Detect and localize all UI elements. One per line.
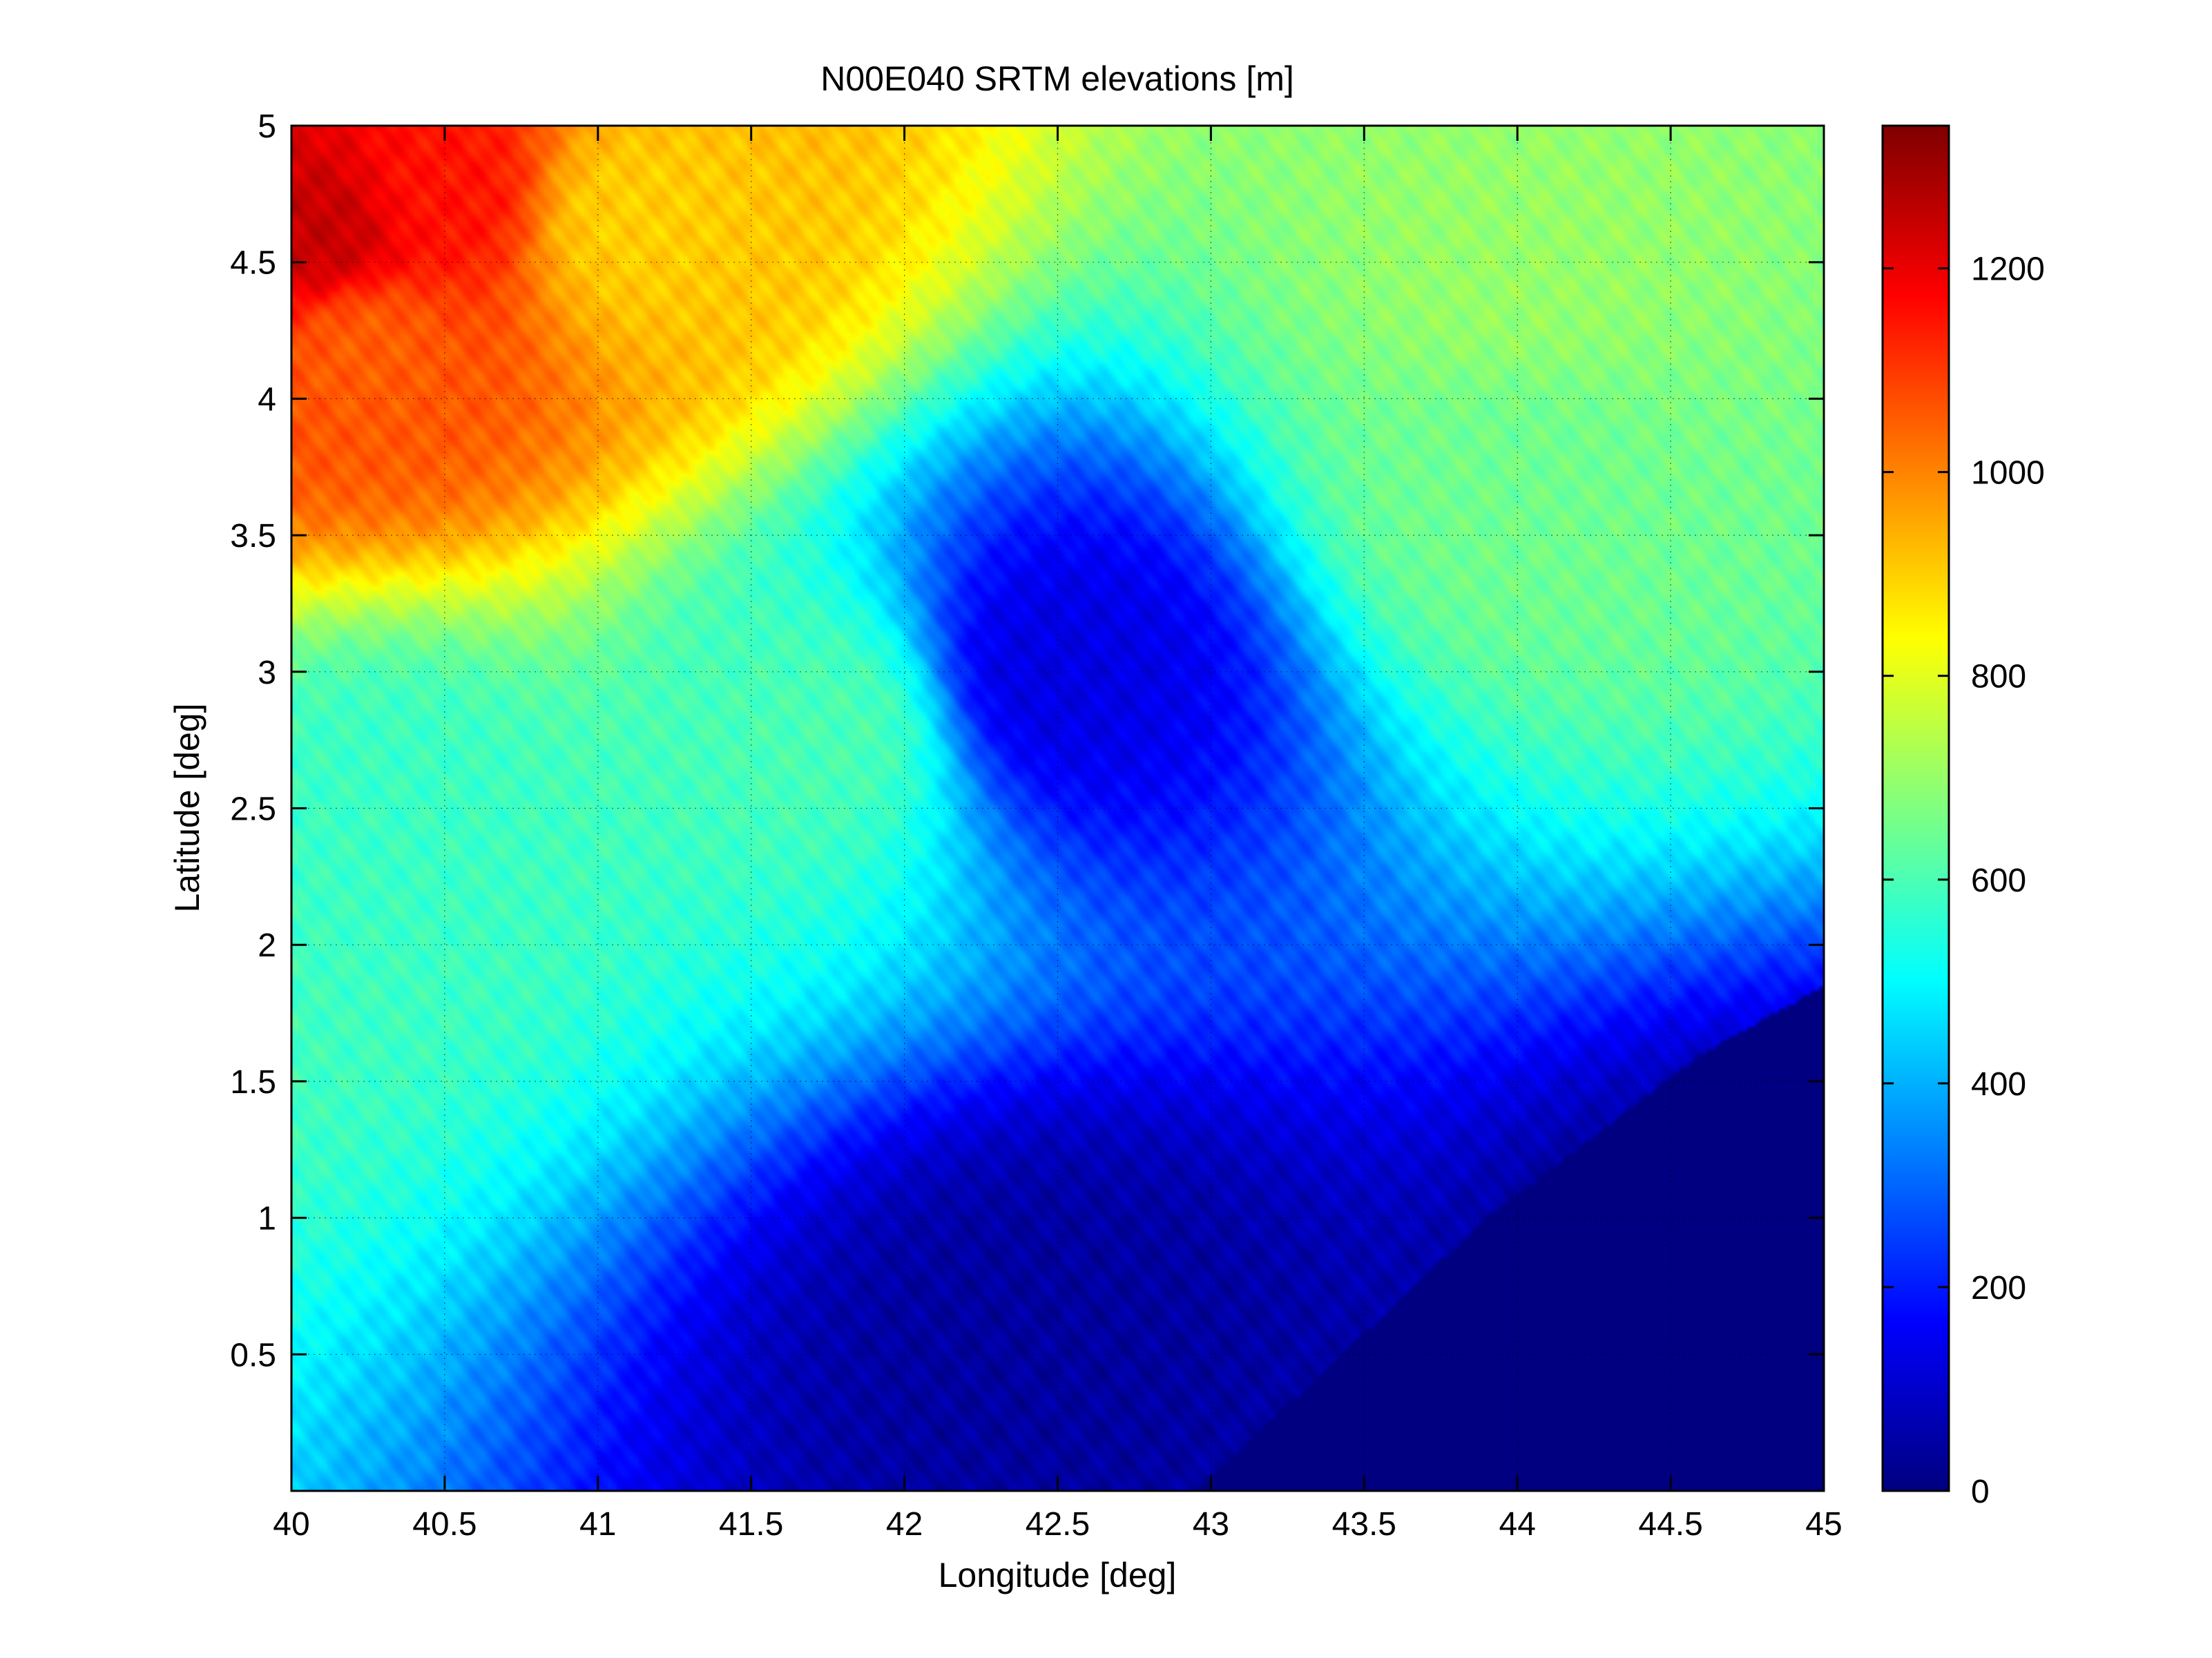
x-axis-label: Longitude [deg]: [939, 1556, 1177, 1594]
y-tick-label: 3: [258, 655, 276, 691]
colorbar-tick-label: 600: [1971, 862, 2026, 899]
colorbar-tick-label: 800: [1971, 659, 2026, 695]
y-tick-label: 4: [258, 381, 276, 418]
x-tick-label: 42: [886, 1506, 923, 1543]
x-tick-label: 44.5: [1638, 1506, 1702, 1543]
y-tick-label: 3.5: [230, 518, 276, 555]
colorbar-tick-label: 1200: [1971, 251, 2045, 288]
y-tick-label: 0.5: [230, 1337, 276, 1373]
x-tick-label: 40: [273, 1506, 309, 1543]
colorbar-tick-label: 0: [1971, 1474, 1990, 1510]
y-axis-ticks: 0.5 1 1.5 2 2.5 3 3.5 4 4.5 5: [230, 108, 1824, 1373]
x-tick-label: 42.5: [1026, 1506, 1090, 1543]
colorbar-gradient: [1883, 126, 1949, 1491]
x-tick-label: 43: [1193, 1506, 1229, 1543]
colorbar-tick-label: 200: [1971, 1270, 2026, 1307]
x-tick-label: 44: [1499, 1506, 1536, 1543]
chart-title: N00E040 SRTM elevations [m]: [820, 59, 1294, 98]
x-tick-label: 41: [579, 1506, 616, 1543]
colorbar-frame: [1881, 124, 1950, 1492]
y-tick-label: 5: [258, 108, 276, 145]
y-tick-label: 4.5: [230, 245, 276, 282]
x-axis-ticks: 40 40.5 41 41.5 42 42.5 43 43.5 44 44.5 45: [273, 126, 1843, 1543]
grid-lines: [291, 126, 1824, 1491]
colorbar-tick-label: 400: [1971, 1066, 2026, 1103]
y-tick-label: 1: [258, 1201, 276, 1237]
y-tick-label: 2: [258, 927, 276, 964]
plot-area: 40 40.5 41 41.5 42 42.5 43 43.5 44 44.5 45 0.511.5…: [230, 108, 1842, 1543]
x-tick-label: 45: [1805, 1506, 1842, 1543]
x-tick-label: 41.5: [719, 1506, 783, 1543]
colorbar-tick-label: 1000: [1971, 455, 2045, 492]
x-tick-label: 43.5: [1332, 1506, 1396, 1543]
y-axis-label: Latitude [deg]: [168, 703, 206, 912]
colorbar-ticks: 0 200 400 600 800 1000 1200: [1883, 251, 2045, 1510]
y-tick-label: 1.5: [230, 1064, 276, 1101]
y-tick-label: 2.5: [230, 791, 276, 828]
colorbar: 0 200 400 600 800 1000 1200: [1881, 124, 2045, 1510]
x-tick-label: 40.5: [412, 1506, 477, 1543]
